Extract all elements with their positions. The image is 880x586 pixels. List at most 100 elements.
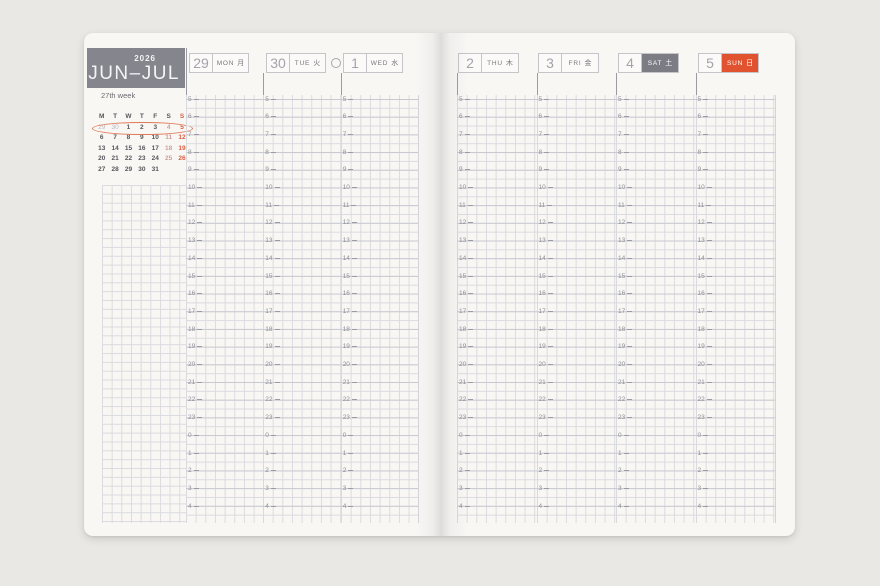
hour-label: 15 [459,272,474,281]
hour-label: 22 [343,395,357,404]
hour-label: 6 [698,112,709,121]
hour-label: 3 [618,484,629,493]
hour-label: 10 [459,183,474,192]
hour-label: 17 [698,307,712,316]
hour-label: 23 [459,413,474,422]
mini-cal-day: 22 [124,155,133,163]
day-grid-29: 5 6 7 8 9 10 11 12 13 14 15 16 17 18 19 20 21 22 23 0 1 2 3 4 [186,95,264,523]
mini-cal-header: S [179,113,185,120]
month-header-box: 2026 JUN–JUL [87,48,185,88]
hour-label: 19 [343,342,357,351]
mini-cal-day: 24 [151,155,159,163]
hour-label: 0 [188,431,199,440]
hour-label: 1 [343,449,354,458]
hour-label: 7 [698,130,709,139]
hour-label: 16 [459,289,474,298]
hour-label: 19 [459,342,474,351]
hour-label: 13 [698,236,712,245]
day-number: 29 [190,54,213,72]
hour-label: 22 [188,395,203,404]
hour-label: 22 [618,395,633,404]
day-grid-30: 5 6 7 8 9 10 11 12 13 14 15 16 17 18 19 20 21 22 23 0 1 2 3 4 [263,95,341,523]
hour-label: 21 [539,378,553,387]
planner-spread: 2026 JUN–JUL 27th week M T W T F S S 29 30 1 2 3 4 5 6… [84,33,795,536]
hour-label: 0 [265,431,276,440]
day-grid-5: 5 6 7 8 9 10 11 12 13 14 15 16 17 18 19 20 21 22 23 0 1 2 3 4 [695,95,775,523]
mini-cal-day: 9 [140,134,144,142]
day-grid-3: 5 6 7 8 9 10 11 12 13 14 15 16 17 18 19 20 21 22 23 0 1 2 3 4 [536,95,616,523]
hour-label: 15 [539,272,553,281]
hour-label: 4 [698,502,709,511]
hour-label: 1 [618,449,629,458]
hour-label: 0 [459,431,470,440]
hour-label: 14 [188,254,203,263]
hour-label: 18 [265,325,280,334]
hour-label: 11 [459,201,473,210]
hour-label: 1 [459,449,470,458]
day-number: 3 [539,54,562,72]
weekday-abbr: TUE [294,59,311,67]
hour-label: 6 [188,112,199,121]
weekday-label: SUN 日 [722,54,758,72]
hour-label: 14 [618,254,633,263]
hour-label: 10 [698,183,712,192]
hour-label: 16 [343,289,357,298]
hour-label: 9 [188,165,199,174]
hour-label: 9 [618,165,629,174]
mini-cal-day: 21 [111,155,119,163]
hour-label: 15 [698,272,712,281]
day-grid-4: 5 6 7 8 9 10 11 12 13 14 15 16 17 18 19 20 21 22 23 0 1 2 3 4 [616,95,696,523]
hour-label: 6 [343,112,354,121]
hour-label: 15 [265,272,280,281]
day-header-3: 3 FRI 金 [538,53,599,73]
hour-label: 1 [188,449,199,458]
grid-outer-edge [775,95,776,523]
hour-label: 12 [188,218,203,227]
hour-label: 5 [698,95,709,104]
hour-label: 18 [343,325,357,334]
hour-label: 23 [698,413,712,422]
hour-label: 17 [188,307,203,316]
weekday-abbr: THU [487,59,503,67]
weekday-label: THU 木 [482,54,518,72]
moon-phase-icon [331,58,341,68]
hour-label: 8 [459,148,470,157]
year-label: 2026 [134,54,156,63]
day-grid-1: 5 6 7 8 9 10 11 12 13 14 15 16 17 18 19 20 21 22 23 0 1 2 3 4 [340,95,418,523]
mini-cal-day: 11 [165,134,173,142]
hour-label: 21 [265,378,280,387]
grid-outer-edge [418,95,419,523]
hour-label: 6 [265,112,276,121]
hour-label: 19 [188,342,203,351]
hour-label: 21 [343,378,357,387]
hour-label: 20 [539,360,553,369]
hour-label: 11 [618,201,632,210]
hour-label: 20 [698,360,712,369]
hour-label: 5 [343,95,354,104]
day-number: 1 [344,54,367,72]
hour-label: 0 [698,431,709,440]
hour-label: 21 [188,378,203,387]
day-number: 4 [619,54,642,72]
hour-label: 13 [459,236,474,245]
hour-label: 4 [539,502,550,511]
hour-label: 9 [343,165,354,174]
hour-label: 8 [618,148,629,157]
hour-label: 23 [343,413,357,422]
hour-label: 12 [343,218,357,227]
hour-label: 5 [618,95,629,104]
hour-label: 6 [618,112,629,121]
mini-cal-day: 14 [111,144,119,152]
hour-label: 2 [343,466,354,475]
hour-label: 6 [459,112,470,121]
hour-label: 4 [188,502,199,511]
hour-label: 18 [188,325,203,334]
hour-label: 1 [265,449,276,458]
mini-cal-day: 7 [113,134,117,142]
hour-label: 21 [459,378,474,387]
hour-label: 10 [618,183,633,192]
hour-label: 14 [265,254,280,263]
hour-label: 8 [698,148,709,157]
hour-label: 23 [188,413,203,422]
hour-label: 6 [539,112,550,121]
